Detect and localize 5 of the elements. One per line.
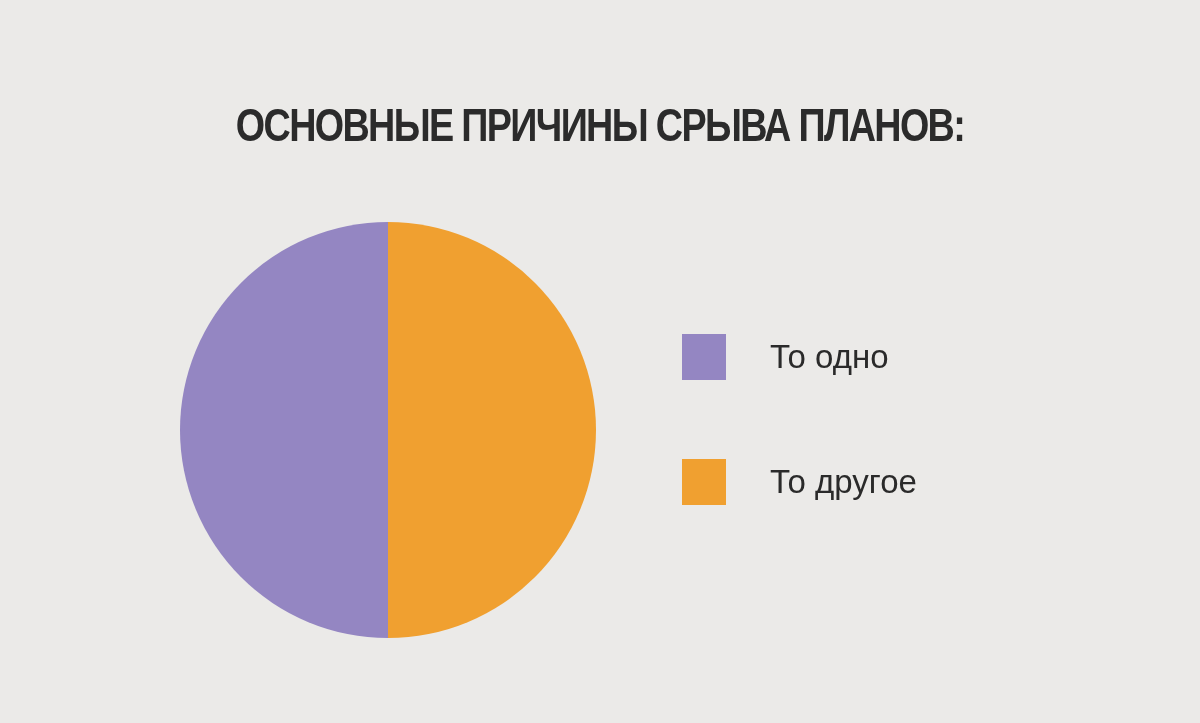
legend-label: То другое: [770, 463, 917, 501]
pie-slice: [180, 222, 388, 638]
pie-slice: [388, 222, 596, 638]
chart-title: ОСНОВНЫЕ ПРИЧИНЫ СРЫВА ПЛАНОВ:: [234, 98, 966, 152]
legend-label: То одно: [770, 338, 889, 376]
